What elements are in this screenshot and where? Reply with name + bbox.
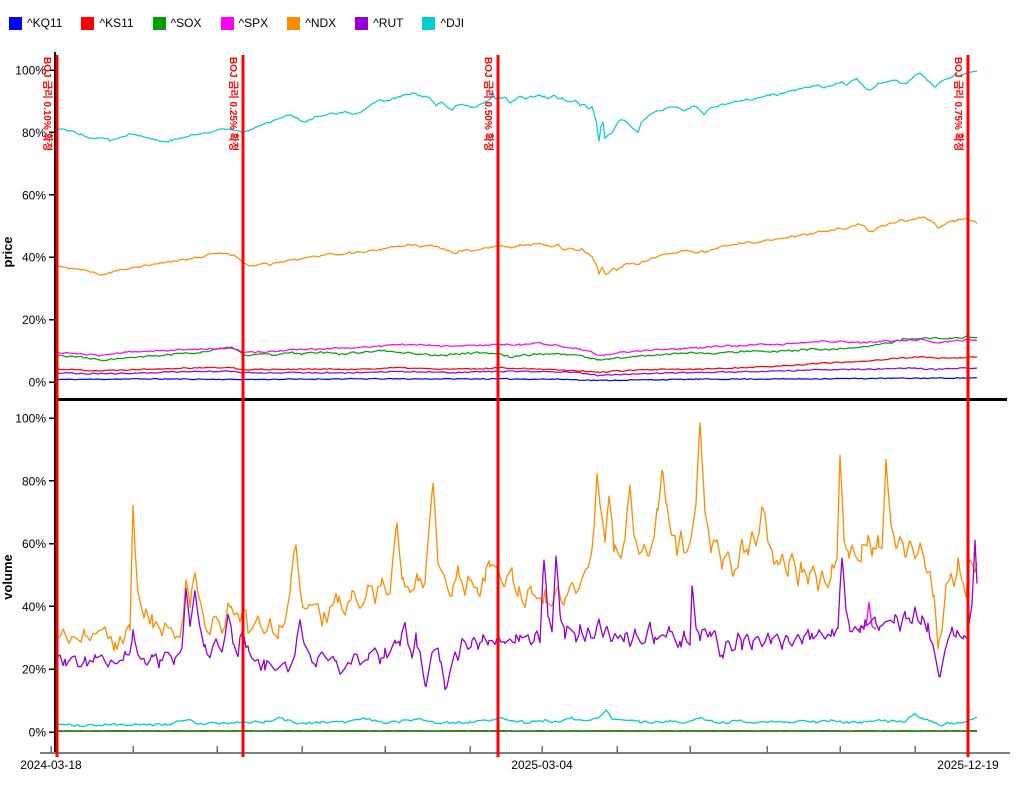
volume-series-rut: [56, 539, 978, 691]
volume-series-dji: [56, 709, 978, 728]
price-series-spx: [56, 338, 978, 357]
x-ticks: 2024-03-18 2025-03-04 2025-12-19: [20, 746, 999, 772]
volume-ytick-label: 0%: [29, 726, 47, 740]
legend-item-spx: ^SPX: [220, 16, 269, 30]
price-series-ks11: [56, 355, 977, 374]
volume-ytick-label: 20%: [22, 663, 46, 677]
y-ticks: 0% 20% 40% 60% 80% 100% 0% 20% 40% 60% 80% 100%: [15, 64, 55, 740]
price-ytick-label: 100%: [15, 64, 46, 78]
legend: ^KQ11 ^KS11 ^SOX ^SPX ^NDX ^RUT ^DJI: [9, 16, 464, 30]
price-series-dji: [56, 70, 978, 143]
legend-label: ^SOX: [170, 16, 202, 30]
event-label-0: BOJ 금리 0.10% 확정: [41, 57, 54, 151]
legend-label: ^KQ11: [27, 16, 63, 30]
volume-series-ndx: [56, 422, 978, 652]
legend-label: ^SPX: [238, 16, 269, 30]
legend-label: ^NDX: [305, 16, 337, 30]
volume-ytick-label: 40%: [22, 600, 46, 614]
price-series-ndx: [56, 216, 978, 276]
series-lines: [56, 70, 978, 732]
event-label-2: BOJ 금리 0.50% 확정: [482, 57, 495, 151]
x-tick-label: 2024-03-18: [20, 758, 82, 772]
x-tick-label: 2025-03-04: [511, 758, 573, 772]
event-markers: BOJ 금리 0.10% 확정 BOJ 금리 0.25% 확정 BOJ 금리 0.5…: [41, 55, 970, 757]
price-ytick-label: 40%: [22, 251, 46, 265]
legend-swatch: [9, 16, 22, 30]
price-axis-title: price: [0, 236, 15, 267]
price-ytick-label: 80%: [22, 126, 46, 140]
legend-item-ndx: ^NDX: [287, 16, 336, 30]
volume-axis-title: volume: [0, 554, 15, 600]
price-ytick-label: 0%: [29, 376, 47, 390]
legend-item-rut: ^RUT: [355, 16, 403, 30]
legend-swatch: [152, 16, 166, 30]
volume-ytick-label: 60%: [22, 537, 46, 551]
legend-swatch: [81, 16, 95, 30]
event-label-1: BOJ 금리 0.25% 확정: [227, 57, 240, 151]
volume-ytick-label: 80%: [22, 474, 46, 488]
legend-item-ks11: ^KS11: [81, 16, 134, 30]
price-series-kq11: [57, 377, 978, 382]
legend-swatch: [220, 16, 234, 30]
price-series-rut: [56, 366, 978, 377]
legend-item-sox: ^SOX: [152, 16, 202, 30]
price-series-sox: [56, 335, 978, 362]
volume-ytick-label: 100%: [15, 412, 46, 426]
x-tick-label: 2025-12-19: [937, 758, 999, 772]
legend-swatch: [287, 16, 301, 30]
legend-label: ^DJI: [440, 16, 465, 30]
event-label-3: BOJ 금리 0.75% 확정: [952, 57, 965, 151]
price-ytick-label: 20%: [22, 313, 46, 327]
price-ytick-label: 60%: [22, 188, 46, 202]
legend-item-kq11: ^KQ11: [9, 16, 62, 30]
legend-swatch: [422, 16, 436, 30]
legend-label: ^RUT: [373, 16, 404, 30]
legend-label: ^KS11: [99, 16, 134, 30]
legend-item-dji: ^DJI: [422, 16, 464, 30]
legend-swatch: [355, 16, 369, 30]
